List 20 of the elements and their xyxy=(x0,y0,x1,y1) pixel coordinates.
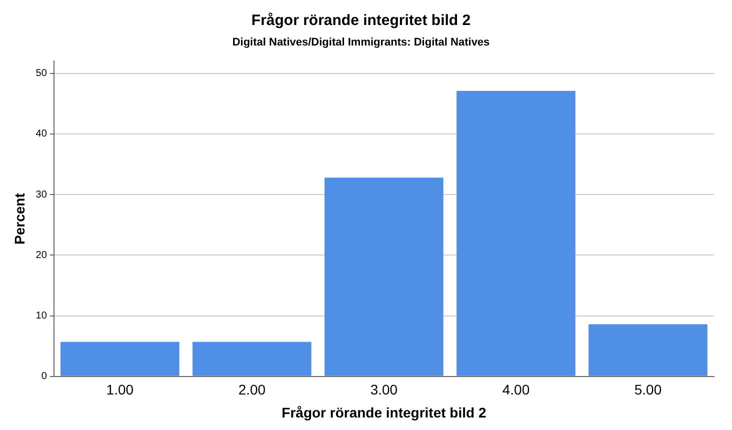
bar xyxy=(60,342,180,376)
y-tick-label: 10 xyxy=(36,310,48,322)
x-axis-title: Frågor rörande integritet bild 2 xyxy=(282,404,486,420)
bar xyxy=(324,178,444,376)
bar xyxy=(192,342,312,376)
y-tick-label: 0 xyxy=(41,371,48,382)
x-tick-label: 2.00 xyxy=(238,382,266,398)
y-tick-label: 40 xyxy=(36,128,48,140)
x-tick-label: 4.00 xyxy=(502,382,530,398)
bar xyxy=(456,90,576,376)
x-tick-label: 3.00 xyxy=(370,382,398,398)
y-tick-label: 50 xyxy=(36,68,48,80)
x-tick-label: 5.00 xyxy=(634,382,662,398)
y-tick-label: 20 xyxy=(36,250,48,261)
bar xyxy=(588,324,708,376)
x-tick-label: 1.00 xyxy=(106,382,134,398)
chart-title: Frågor rörande integritet bild 2 xyxy=(251,12,471,30)
y-axis-title: Percent xyxy=(11,192,28,244)
y-tick-label: 30 xyxy=(36,189,48,200)
chart-subtitle: Digital Natives/Digital Immigrants: Digital Natives xyxy=(232,36,490,49)
